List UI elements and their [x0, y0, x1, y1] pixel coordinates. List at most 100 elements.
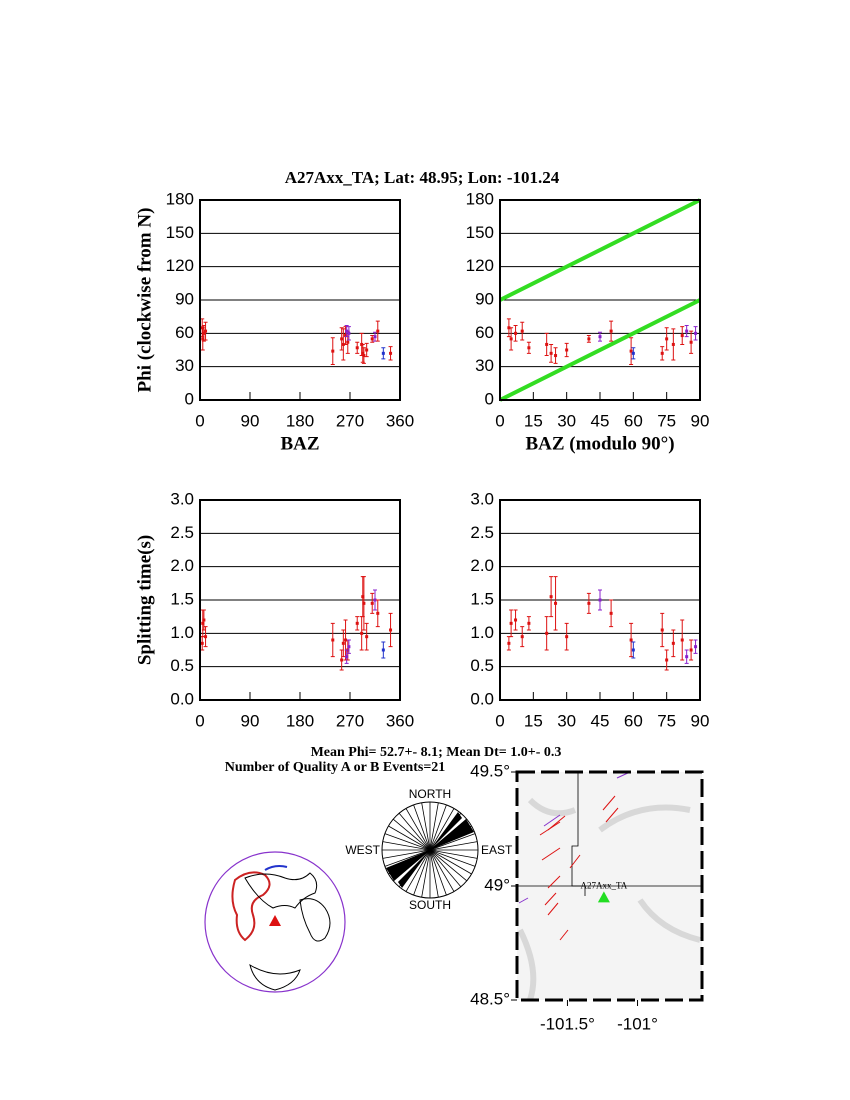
x-axis-label: BAZ (modulo 90°)	[525, 433, 674, 454]
y-tick-label: 3.0	[170, 489, 194, 508]
x-tick-label: 90	[691, 411, 710, 430]
chart: 0 30 60 90 120 150 180 0 15 30 45 60 75 90 BAZ (modulo…	[466, 189, 710, 454]
x-tick-label: 75	[657, 711, 676, 730]
y-axis-label: Phi (clockwise from N)	[134, 208, 155, 393]
plot-frame	[199, 499, 401, 701]
x-tick-label: 45	[591, 411, 610, 430]
data-point	[340, 337, 344, 341]
y-tick-label: 150	[466, 223, 494, 242]
data-point	[665, 658, 669, 662]
data-point	[202, 618, 206, 622]
data-point	[376, 611, 380, 615]
data-point	[355, 621, 359, 625]
data-point	[609, 329, 613, 333]
x-tick-label: 270	[336, 711, 364, 730]
y-tick-label: 30	[175, 356, 194, 375]
data-point	[587, 337, 591, 341]
station-label: A27Axx_TA	[581, 880, 628, 890]
data-point	[527, 621, 531, 625]
data-point	[671, 342, 675, 346]
data-point	[344, 334, 348, 338]
data-point	[549, 351, 553, 355]
x-tick-label: 0	[195, 411, 204, 430]
data-point	[355, 346, 359, 350]
data-point	[609, 611, 613, 615]
data-point	[376, 329, 380, 333]
data-point	[381, 648, 385, 652]
data-point	[360, 631, 364, 635]
data-point	[365, 635, 369, 639]
y-axis-label: Splitting time(s)	[134, 535, 155, 665]
data-point	[598, 598, 602, 602]
data-point	[527, 346, 531, 350]
data-point	[598, 335, 602, 339]
data-point	[362, 354, 366, 358]
data-point	[370, 337, 374, 341]
data-point	[507, 326, 511, 330]
data-point	[381, 351, 385, 355]
data-point	[554, 354, 558, 358]
data-point	[545, 631, 549, 635]
data-point	[694, 645, 698, 649]
data-point	[665, 337, 669, 341]
data-point	[660, 351, 664, 355]
y-tick-label: 2.5	[470, 523, 494, 542]
data-point	[509, 621, 513, 625]
y-tick-label: 2.5	[170, 523, 194, 542]
data-point	[341, 641, 345, 645]
data-point	[389, 351, 393, 355]
data-point	[361, 351, 365, 355]
data-point	[671, 641, 675, 645]
data-point	[689, 648, 693, 652]
y-tick-label: 0.5	[170, 656, 194, 675]
data-point	[201, 337, 205, 341]
data-point	[347, 331, 351, 335]
y-tick-label: 1.5	[170, 589, 194, 608]
x-tick-label: 30	[557, 411, 576, 430]
data-point	[629, 349, 633, 353]
data-point	[373, 598, 377, 602]
y-tick-label: 60	[175, 323, 194, 342]
y-tick-label: 120	[466, 256, 494, 275]
data-point	[340, 658, 344, 662]
x-tick-label: 15	[524, 411, 543, 430]
y-tick-label: 90	[475, 289, 494, 308]
data-point	[204, 635, 208, 639]
data-point	[346, 340, 350, 344]
y-tick-label: 1.0	[170, 623, 194, 642]
data-point	[202, 331, 206, 335]
data-point	[362, 601, 366, 605]
data-point	[694, 331, 698, 335]
x-tick-label: 75	[657, 411, 676, 430]
data-point	[631, 648, 635, 652]
y-tick-label: 180	[166, 189, 194, 208]
rose-east: EAST	[481, 843, 513, 857]
rose-west: WEST	[345, 843, 380, 857]
map-x-tick-label: -101°	[617, 1014, 658, 1033]
y-tick-label: 120	[166, 256, 194, 275]
data-point	[373, 335, 377, 339]
data-point	[200, 641, 204, 645]
y-tick-label: 150	[166, 223, 194, 242]
data-point	[204, 329, 208, 333]
map-y-tick-label: 49.5°	[470, 761, 510, 780]
data-point	[341, 342, 345, 346]
y-tick-label: 0	[485, 389, 494, 408]
globe	[204, 851, 346, 993]
x-tick-label: 180	[286, 711, 314, 730]
x-tick-label: 0	[195, 711, 204, 730]
data-point	[507, 641, 511, 645]
rose-north: NORTH	[409, 787, 451, 801]
data-point	[365, 348, 369, 352]
data-point	[331, 638, 335, 642]
x-tick-label: 360	[386, 711, 414, 730]
data-point	[361, 595, 365, 599]
y-tick-label: 2.0	[170, 556, 194, 575]
plot-frame	[499, 499, 701, 701]
chart: 0.0 0.5 1.0 1.5 2.0 2.5 3.0 0 90 180 270 360 Splitti…	[134, 489, 414, 730]
station-map: -101.5° -101° 48.5° 49° 49.5° A27Axx_TA	[470, 761, 704, 1033]
data-point	[514, 331, 518, 335]
rose-south: SOUTH	[409, 898, 451, 912]
y-tick-label: 90	[175, 289, 194, 308]
data-point	[370, 601, 374, 605]
